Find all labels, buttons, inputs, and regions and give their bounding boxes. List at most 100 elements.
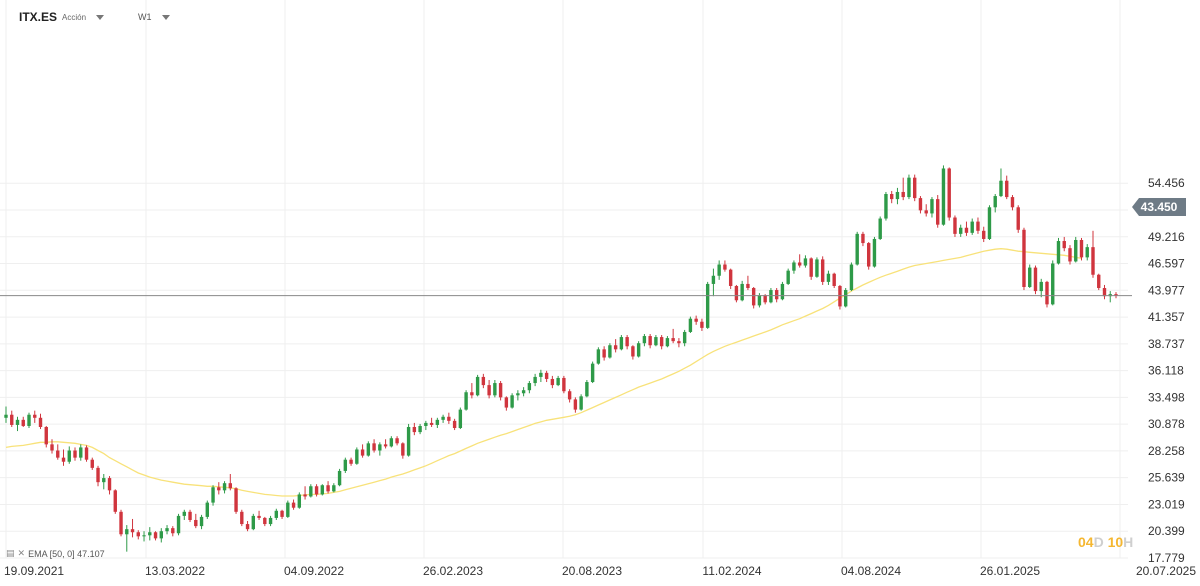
candle-body [487,385,491,396]
candle-body [556,377,560,386]
candle [792,260,796,274]
candle [222,481,227,494]
candle-body [792,262,796,271]
candle-body [849,264,854,291]
candle-body [199,516,204,527]
candle [889,190,894,204]
candle-body [142,535,146,537]
candle [1085,244,1089,261]
candle [1022,227,1026,291]
candle [67,446,71,464]
candle-body [861,233,865,244]
candle [619,335,624,351]
candle [936,195,940,228]
candle [671,328,675,344]
candle-body [194,519,198,527]
candle [872,236,877,268]
candle [838,284,842,310]
candle-body [936,199,940,225]
candle [142,531,146,542]
candle [907,174,911,200]
candle [257,510,261,520]
candle [1005,175,1009,200]
candle-body [521,390,526,394]
visibility-toggle-icon[interactable]: ▤ [6,548,15,558]
candle [366,441,371,457]
timeframe-selector[interactable]: W1 [138,8,170,26]
candle-body [717,264,721,276]
candle [895,187,900,205]
candle-body [130,529,135,533]
candle-body [832,273,836,286]
candle [878,216,882,240]
candle-body [435,419,440,425]
candle-body [602,349,606,358]
candle-body [136,532,140,537]
candle-body [740,283,744,301]
candle-body [970,221,974,233]
candle [959,224,963,237]
candle-body [291,502,296,508]
candle-body [838,285,842,307]
candle [970,218,974,235]
candle [527,381,532,394]
candle [884,191,888,221]
candle [596,347,601,365]
candle-body [251,515,256,530]
candle [148,527,152,541]
candle-body [769,290,773,303]
candle [1097,273,1101,291]
countdown-days-unit: D [1093,534,1104,550]
candle [982,226,986,243]
candle-body [1097,274,1101,289]
candle-body [412,426,417,433]
candle [510,393,514,409]
candle-body [27,414,31,426]
y-tick-label: 49.216 [1148,230,1185,244]
candle-body [562,377,566,392]
candle [268,515,273,527]
candle-body [10,414,14,425]
candle [654,335,658,347]
candle-body [234,488,238,512]
candle-body [930,199,934,214]
candle-body [1010,197,1015,208]
candle [809,257,813,280]
candle-body [590,363,595,383]
candle-body [677,341,681,344]
candle [291,499,296,510]
candle-body [631,346,635,357]
candle-body [73,450,77,458]
candle [504,396,509,411]
candle [1091,230,1095,278]
candle-body [401,443,405,456]
candle-body [728,269,733,286]
chevron-down-icon [96,15,105,20]
candle [843,288,848,308]
candle [314,484,319,497]
candle-body [510,395,514,408]
x-tick-label: 13.03.2022 [145,564,205,578]
candle [205,500,209,519]
close-icon[interactable]: ✕ [17,548,26,558]
y-tick-label: 38.737 [1148,337,1185,351]
candle-body [1039,281,1043,292]
candle-body [889,194,894,200]
candle [286,500,290,518]
candle [717,260,721,280]
candle-body [159,531,163,539]
candle [395,436,399,446]
candle [648,334,652,349]
countdown-hours-unit: H [1123,534,1134,550]
candle [544,370,549,383]
candle-body [447,416,451,421]
candle-body [1033,267,1038,292]
candle-body [803,258,808,266]
candle-body [326,485,330,492]
symbol-selector[interactable]: ITX.ES Acción [19,8,105,26]
candle [1051,260,1055,306]
y-tick-label: 41.357 [1148,310,1185,324]
candle [1039,278,1043,298]
candle [913,174,917,202]
